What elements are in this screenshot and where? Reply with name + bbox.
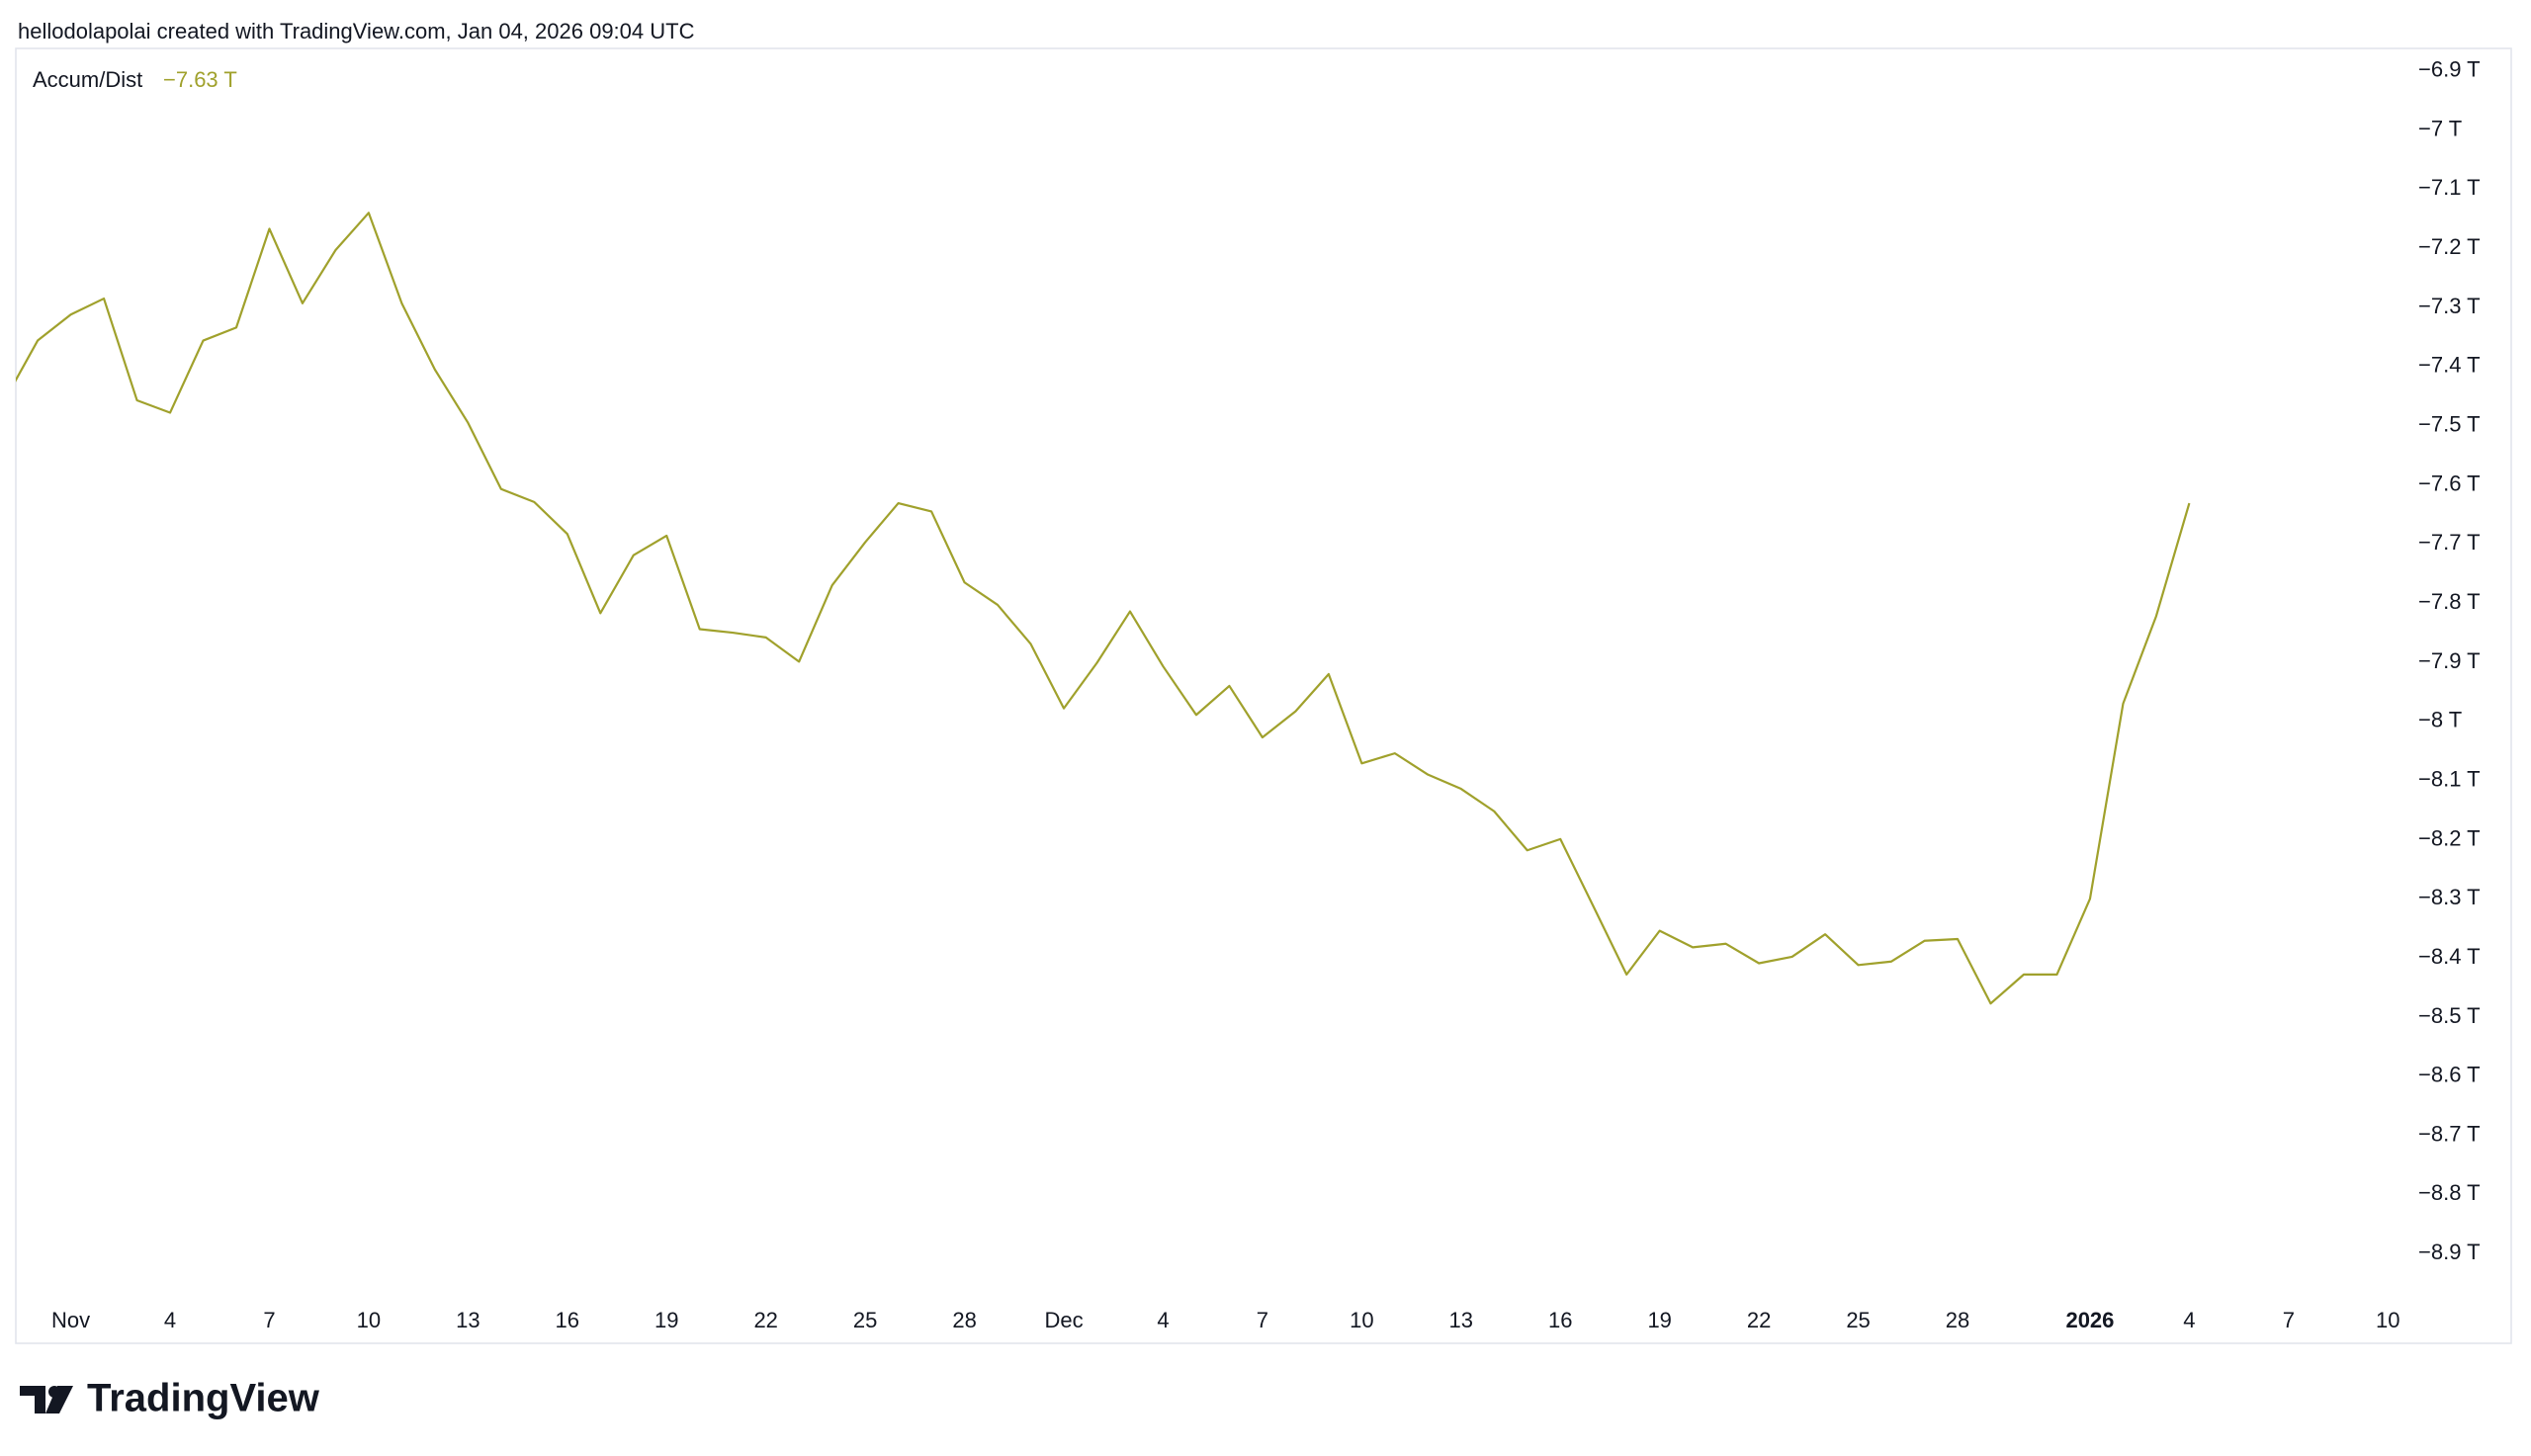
logo-dot <box>48 1386 60 1398</box>
x-tick-label: 4 <box>164 1308 176 1332</box>
x-tick-label: Dec <box>1044 1308 1083 1332</box>
logo: TradingView <box>20 1377 320 1420</box>
x-tick-label: 7 <box>2283 1308 2295 1332</box>
y-tick-label: −8.3 T <box>2418 885 2481 909</box>
x-tick-label: 16 <box>1548 1308 1572 1332</box>
y-tick-label: −7.7 T <box>2418 530 2481 555</box>
x-tick-label: 4 <box>1157 1308 1169 1332</box>
logo-icon <box>20 1386 73 1413</box>
x-tick-label: 22 <box>1747 1308 1771 1332</box>
x-tick-label: 19 <box>1647 1308 1671 1332</box>
y-tick-label: −7.8 T <box>2418 589 2481 614</box>
x-tick-label: 10 <box>357 1308 381 1332</box>
x-tick-label: 25 <box>1846 1308 1870 1332</box>
x-tick-label: 7 <box>1257 1308 1268 1332</box>
y-tick-label: −8.7 T <box>2418 1121 2481 1146</box>
x-tick-label: 16 <box>556 1308 579 1332</box>
pane-border <box>15 47 2512 1344</box>
y-tick-label: −7.3 T <box>2418 294 2481 318</box>
logo-text: TradingView <box>87 1377 320 1420</box>
y-tick-label: −8 T <box>2418 708 2462 732</box>
y-tick-label: −8.2 T <box>2418 825 2481 850</box>
y-tick-label: −7.1 T <box>2418 175 2481 200</box>
x-tick-label: 25 <box>853 1308 877 1332</box>
y-tick-label: −8.9 T <box>2418 1240 2481 1264</box>
y-tick-label: −7.4 T <box>2418 353 2481 378</box>
y-tick-label: −8.8 T <box>2418 1180 2481 1205</box>
x-tick-label: 28 <box>1946 1308 1969 1332</box>
x-tick-label: 10 <box>1350 1308 1373 1332</box>
y-tick-label: −7.5 T <box>2418 412 2481 437</box>
x-tick-label: 4 <box>2183 1308 2195 1332</box>
x-tick-label: 28 <box>952 1308 976 1332</box>
y-tick-label: −8.4 T <box>2418 944 2481 969</box>
y-tick-label: −8.6 T <box>2418 1063 2481 1087</box>
y-tick-label: −7.2 T <box>2418 234 2481 259</box>
y-tick-label: −6.9 T <box>2418 57 2481 82</box>
y-tick-label: −8.1 T <box>2418 766 2481 791</box>
y-tick-label: −7.6 T <box>2418 471 2481 495</box>
y-tick-label: −7 T <box>2418 116 2462 140</box>
x-tick-label: 7 <box>263 1308 275 1332</box>
x-tick-label: Nov <box>51 1308 90 1332</box>
x-tick-label: 13 <box>456 1308 480 1332</box>
y-tick-label: −8.5 T <box>2418 1003 2481 1028</box>
y-tick-label: −7.9 T <box>2418 648 2481 673</box>
x-tick-label: 13 <box>1449 1308 1473 1332</box>
x-tick-label: 10 <box>2376 1308 2400 1332</box>
header: hellodolapolai created with TradingView.… <box>18 19 695 43</box>
legend-name: Accum/Dist <box>33 67 142 92</box>
x-tick-label: 22 <box>753 1308 777 1332</box>
line <box>16 212 2191 1005</box>
x-tick-label: 19 <box>655 1308 678 1332</box>
legend-value: −7.63 T <box>163 67 237 92</box>
x-tick-label: 2026 <box>2065 1308 2114 1332</box>
